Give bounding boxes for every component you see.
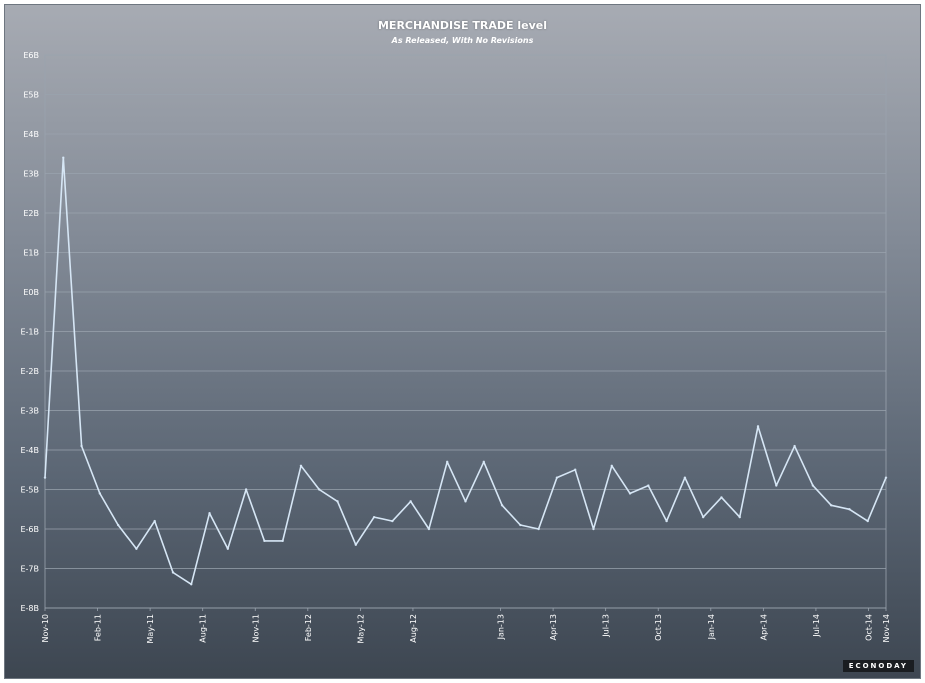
x-tick-label: Nov-10	[41, 614, 50, 642]
y-tick-label: E6B	[23, 51, 39, 60]
x-tick-label: Nov-11	[251, 614, 260, 642]
data-point	[391, 519, 394, 523]
data-point	[354, 543, 358, 546]
y-tick-label: E-1B	[20, 328, 39, 337]
data-point	[62, 156, 65, 159]
data-point	[500, 504, 504, 507]
data-point	[372, 515, 376, 519]
x-tick-label: May-12	[356, 614, 365, 643]
x-tick-label: Jul-13	[602, 614, 611, 638]
y-tick-label: E-8B	[20, 604, 39, 613]
data-point	[628, 492, 632, 495]
x-tick-label: Feb-12	[304, 614, 313, 641]
data-point	[281, 539, 284, 543]
data-point	[738, 515, 741, 519]
y-tick-label: E-7B	[20, 565, 39, 574]
data-point	[226, 547, 230, 550]
data-point	[190, 583, 193, 586]
x-tick-label: Apr-13	[549, 614, 558, 640]
x-tick-label: Oct-13	[654, 614, 663, 641]
y-tick-label: E-3B	[20, 407, 39, 416]
data-point	[701, 515, 705, 519]
x-tick-label: Oct-14	[864, 614, 873, 641]
x-tick-label: Jan-14	[707, 614, 716, 640]
y-tick-label: E4B	[23, 130, 39, 139]
plot-area: E6B E5B E4B E3B E2B E1B E0B E-1B E-2B E-3B E-4B E-5…	[20, 51, 891, 643]
data-point	[756, 425, 760, 428]
data-point	[446, 460, 449, 464]
data-point	[592, 527, 595, 531]
data-point	[98, 492, 102, 495]
data-point	[665, 519, 668, 523]
x-tick-label: Apr-14	[759, 614, 768, 640]
data-point	[171, 571, 175, 574]
chart-title: MERCHANDISE TRADE level	[377, 19, 547, 32]
data-point	[647, 484, 650, 487]
data-point	[775, 484, 778, 487]
y-tick-label: E-2B	[20, 367, 39, 376]
data-point	[829, 504, 833, 507]
data-point	[336, 500, 339, 503]
data-point	[811, 484, 815, 487]
data-point	[610, 464, 613, 467]
x-tick-label: Feb-11	[94, 614, 103, 641]
x-tick-label: Nov-14	[882, 614, 891, 642]
x-tick-label: May-11	[146, 614, 155, 643]
data-point	[537, 527, 540, 531]
data-point	[793, 444, 796, 448]
data-point	[80, 444, 83, 448]
data-point	[318, 488, 321, 491]
data-point	[153, 519, 156, 523]
x-tick-label: Aug-12	[409, 614, 418, 643]
data-point	[116, 523, 120, 527]
x-tick-label: Jan-13	[497, 614, 506, 640]
data-point	[263, 539, 266, 543]
data-point	[555, 476, 559, 479]
x-tick-label: Jul-14	[812, 614, 821, 638]
chart-frame: MERCHANDISE TRADE level As Released, Wit…	[4, 4, 921, 679]
data-point	[409, 500, 412, 503]
y-tick-label: E2B	[23, 209, 39, 218]
data-point	[683, 476, 687, 479]
data-point	[464, 500, 467, 503]
data-point	[848, 508, 851, 511]
data-point	[720, 496, 723, 499]
y-tick-label: E-5B	[20, 486, 39, 495]
y-tick-label: E0B	[23, 288, 39, 297]
data-point	[884, 476, 888, 479]
data-point	[43, 476, 47, 479]
data-point	[135, 547, 138, 550]
watermark-logo: ECONODAY	[842, 660, 914, 672]
y-tick-label: E3B	[23, 170, 39, 179]
data-point	[299, 464, 303, 467]
data-point	[482, 460, 485, 464]
y-tick-label: E1B	[23, 249, 39, 258]
y-tick-label: E-6B	[20, 525, 39, 534]
y-tick-label: E-4B	[20, 446, 39, 455]
data-point	[427, 527, 431, 531]
chart-subtitle: As Released, With No Revisions	[391, 36, 534, 45]
data-point	[244, 488, 248, 491]
data-point	[866, 519, 869, 523]
x-tick-label: Aug-11	[199, 614, 208, 643]
data-point	[519, 523, 522, 527]
data-point	[573, 468, 577, 471]
data-point	[208, 512, 211, 515]
y-tick-label: E5B	[23, 91, 39, 100]
